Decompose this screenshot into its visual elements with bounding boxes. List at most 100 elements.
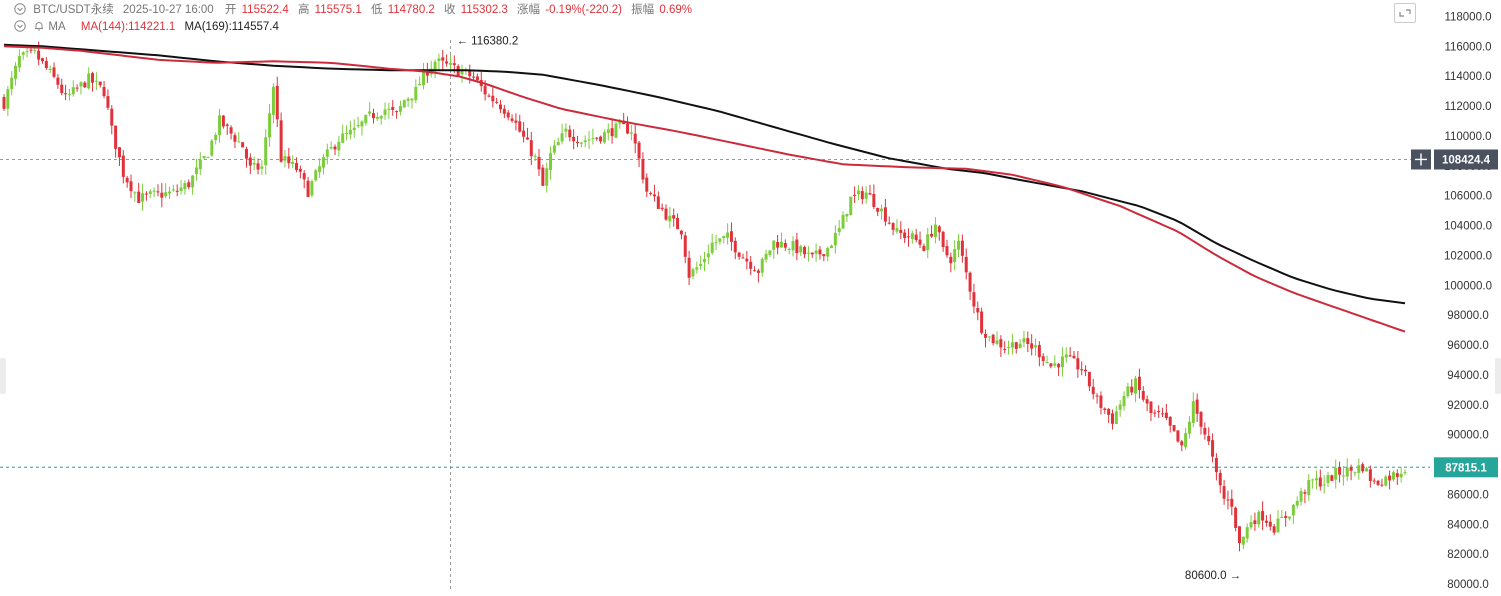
y-tick-label: 104000.0 xyxy=(1444,221,1492,233)
candle-body xyxy=(918,239,922,245)
candle-body xyxy=(10,77,14,90)
candle-body xyxy=(1391,472,1395,480)
candle-body xyxy=(703,259,706,263)
candle-body xyxy=(1330,475,1334,481)
collapse-chevron-icon[interactable] xyxy=(14,3,26,15)
candle-body xyxy=(2,97,6,109)
candle-body xyxy=(906,236,910,238)
candle-body xyxy=(1388,475,1392,481)
candle-body xyxy=(575,141,579,143)
candle-body xyxy=(903,232,907,239)
candle-body xyxy=(329,147,333,149)
candle-body xyxy=(79,82,83,87)
collapse-chevron-icon[interactable] xyxy=(14,20,26,32)
candle-body xyxy=(741,257,745,259)
candle-body xyxy=(1003,349,1007,351)
candle-body xyxy=(110,108,114,126)
low-value: 114780.2 xyxy=(387,4,435,16)
candle-body xyxy=(321,156,325,168)
candle-body xyxy=(1234,507,1238,528)
y-tick-label: 94000.0 xyxy=(1447,370,1489,382)
candle-body xyxy=(1291,504,1295,516)
candle-body xyxy=(1014,342,1018,349)
candle-body xyxy=(845,213,849,217)
candle-body xyxy=(726,232,730,238)
candle-body xyxy=(983,333,987,338)
candle-body xyxy=(1053,363,1057,366)
candle-body xyxy=(1022,338,1026,343)
candle-body xyxy=(1145,399,1149,404)
candle-body xyxy=(899,229,903,233)
candles xyxy=(2,41,1407,552)
candle-body xyxy=(1084,369,1088,372)
candle-body xyxy=(1037,345,1041,358)
left-panel-handle[interactable] xyxy=(0,358,6,394)
candle-body xyxy=(441,57,445,61)
crosshair-price-label: 108424.4 xyxy=(1442,154,1491,166)
candle-body xyxy=(1318,477,1322,487)
candle-body xyxy=(537,156,541,170)
y-tick-label: 116000.0 xyxy=(1444,41,1491,53)
candle-body xyxy=(452,63,456,66)
candle-body xyxy=(252,162,256,165)
candle-body xyxy=(356,125,360,127)
crosshair xyxy=(0,40,1430,590)
y-tick-label: 112000.0 xyxy=(1444,101,1491,113)
candle-body xyxy=(1099,395,1103,408)
candle-body xyxy=(345,133,349,135)
candle-body xyxy=(160,192,164,198)
candle-body xyxy=(914,234,918,241)
candle-body xyxy=(422,69,426,86)
candle-body xyxy=(433,61,437,70)
candle-body xyxy=(191,175,195,188)
candle-body xyxy=(1126,386,1130,397)
alert-bell-icon[interactable] xyxy=(33,20,45,32)
candle-body xyxy=(445,61,449,64)
y-tick-label: 110000.0 xyxy=(1444,131,1491,143)
candle-body xyxy=(1264,520,1268,523)
candle-body xyxy=(945,246,949,256)
candle-body xyxy=(1068,355,1072,357)
candle-body xyxy=(818,249,822,255)
candle-body xyxy=(695,267,699,270)
candle-body xyxy=(764,253,768,260)
candle-body xyxy=(668,215,672,222)
y-axis: 80000.082000.084000.086000.088000.090000… xyxy=(1444,11,1492,591)
low-label: 低 xyxy=(370,4,383,16)
candle-body xyxy=(1249,522,1253,528)
candle-body xyxy=(1218,472,1222,486)
candle-body xyxy=(279,120,283,162)
candle-body xyxy=(129,181,133,192)
candle-body xyxy=(1338,467,1342,475)
candle-body xyxy=(1180,441,1184,446)
candle-body xyxy=(872,193,876,207)
candle-body xyxy=(25,51,29,53)
y-tick-label: 92000.0 xyxy=(1447,400,1489,412)
candle-body xyxy=(637,142,641,159)
candle-body xyxy=(1272,526,1276,533)
candle-body xyxy=(271,86,275,115)
right-panel-handle[interactable] xyxy=(1495,358,1501,394)
candle-body xyxy=(1207,436,1211,442)
candle-body xyxy=(618,121,622,124)
fullscreen-button[interactable] xyxy=(1394,3,1416,23)
candle-body xyxy=(572,136,576,142)
candle-body xyxy=(1191,401,1195,423)
candle-body xyxy=(1184,433,1188,448)
candle-body xyxy=(941,231,945,248)
candle-body xyxy=(1322,484,1326,486)
candle-body xyxy=(1041,356,1045,361)
candle-body xyxy=(1261,511,1265,521)
candle-body xyxy=(549,153,553,171)
candle-body xyxy=(1087,371,1091,387)
candle-body xyxy=(437,58,441,62)
candle-body xyxy=(233,135,237,142)
y-tick-label: 100000.0 xyxy=(1444,280,1492,292)
candle-body xyxy=(849,196,853,216)
candle-body xyxy=(1241,536,1245,545)
candle-body xyxy=(883,207,887,222)
candle-body xyxy=(348,129,352,135)
candle-body xyxy=(133,192,137,194)
candle-body xyxy=(687,257,691,278)
